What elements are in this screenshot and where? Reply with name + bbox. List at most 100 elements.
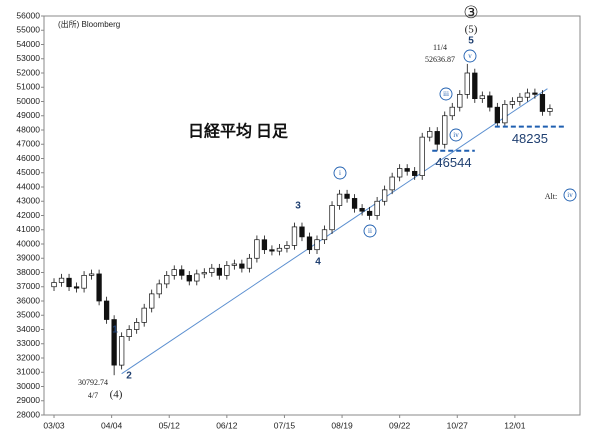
candle-body [51,282,57,288]
y-tick-label: 43000 [16,196,40,206]
candle-body [269,249,275,252]
candle-body [246,257,253,269]
candle-body [329,205,335,231]
candle-body [111,319,117,366]
annotation: 2 [126,371,132,382]
y-tick-label: 39000 [16,253,40,263]
x-tick-label: 07/15 [274,420,296,430]
wave-label: iii [443,90,449,98]
wave-circle [463,49,477,63]
y-tick-label: 51000 [16,82,40,92]
candle-body [179,269,185,276]
candle-body [239,263,245,269]
annotation: 1 [112,325,118,336]
y-tick-label: 48000 [16,124,40,134]
y-tick-label: 32000 [16,352,40,362]
y-tick-label: 41000 [16,224,40,234]
candle-body [517,96,523,102]
annotation: 30792.74 [78,378,108,387]
candle-body [156,283,162,295]
candle-body [539,94,546,112]
candle-body [412,170,418,176]
candle-body [88,273,95,276]
y-tick-label: 54000 [16,39,40,49]
annotation: 3 [295,201,301,212]
candle-body [449,106,455,117]
y-tick-label: 31000 [16,367,40,377]
candle-body [254,239,260,259]
candle-body [96,273,102,302]
candle-body [397,168,403,178]
y-tick-label: 29000 [16,395,40,405]
candle-body [532,92,538,95]
candle-body [224,265,230,276]
candle-body [66,277,72,288]
y-tick-label: 44000 [16,181,40,191]
candle-body [321,229,328,241]
y-tick-label: 42000 [16,210,40,220]
candle-body [201,272,207,275]
y-tick-label: 53000 [16,53,40,63]
candle-body [479,95,485,100]
candle-body [81,275,87,289]
y-tick-label: 33000 [16,338,40,348]
y-tick-label: 46000 [16,153,40,163]
y-tick-label: 50000 [16,96,40,106]
annotation: (4) [110,389,123,401]
annotation: 5 [468,36,474,47]
trendline [121,88,548,375]
wave-label: v [468,52,472,60]
y-tick-label: 30000 [16,381,40,391]
y-tick-label: 40000 [16,238,40,248]
candle-body [381,189,388,202]
candle-body [487,95,493,108]
candle-body [336,193,343,206]
x-tick-label: 10/27 [447,420,469,430]
annotation: ③ [463,3,478,22]
wave-label: i [339,169,341,177]
x-tick-label: 09/22 [389,420,411,430]
candle-body [359,208,365,212]
wave-circle [563,188,577,202]
candle-body [134,322,140,330]
candle-body [509,101,516,105]
candle-body [284,245,290,249]
annotation: (出所) Bloomberg [58,19,120,29]
candle-body [73,286,80,289]
candle-body [276,247,283,252]
wave-circle [439,87,453,101]
y-tick-label: 49000 [16,110,40,120]
candle-body [434,131,440,145]
candle-body [366,210,373,216]
candle-body [103,300,110,320]
wave-circle [333,166,347,180]
candle-body [291,226,298,246]
plot-frame [43,15,581,416]
candle-body [427,131,433,138]
annotation: 日経平均 日足 [188,122,289,141]
y-tick-label: 34000 [16,324,40,334]
y-tick-label: 28000 [16,409,40,419]
candle-body [186,275,192,282]
y-tick-label: 35000 [16,310,40,320]
candle-body [389,176,395,191]
candle-body [194,273,200,282]
candle-body [502,103,508,124]
candle-body [442,115,448,145]
annotation: 52636.87 [425,55,455,64]
x-tick-label: 05/12 [159,420,181,430]
candle-body [58,277,65,283]
y-tick-label: 52000 [16,67,40,77]
y-tick-label: 38000 [16,267,40,277]
candle-body [141,307,147,323]
y-tick-label: 36000 [16,295,40,305]
candle-body [419,136,425,176]
candle-body [344,193,350,199]
x-tick-label: 06/12 [216,420,238,430]
wave-label: ii [368,227,372,235]
candle-body [164,275,170,285]
axes: 2800029000300003100032000330003400035000… [16,10,581,430]
annotation: 4/7 [88,391,98,400]
candle-body [149,293,155,309]
support-label: 46544 [435,155,471,170]
